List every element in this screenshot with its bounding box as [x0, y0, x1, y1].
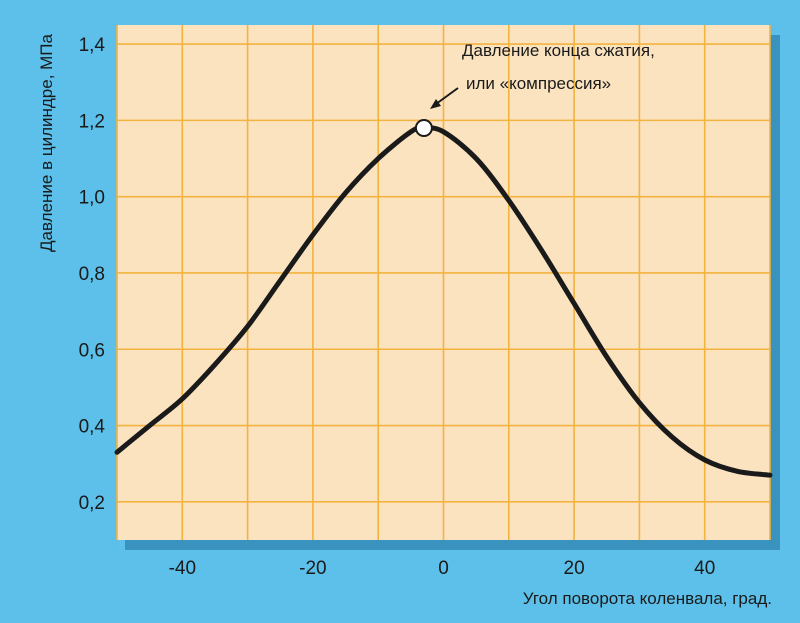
y-tick-label: 1,2: [79, 111, 105, 132]
x-tick-label: 0: [438, 558, 449, 579]
annotation-arrow: [430, 87, 459, 109]
annotation-line-2: или «компрессия»: [466, 74, 611, 93]
y-tick-label: 0,6: [79, 340, 105, 361]
peak-marker: [414, 119, 433, 137]
annotation-line-1: Давление конца сжатия,: [462, 41, 655, 60]
y-tick-label: 1,0: [79, 188, 105, 209]
y-tick-label: 1,4: [79, 35, 106, 56]
x-tick-label: -20: [299, 558, 326, 579]
x-tick-label: 40: [694, 558, 715, 579]
y-tick-label: 0,4: [79, 417, 106, 438]
grid: [116, 25, 771, 540]
x-tick-label: 20: [564, 558, 585, 579]
y-tick-labels: 0,2 0,4 0,6 0,8 1,0 1,2 1,4: [79, 35, 106, 514]
x-axis-label: Угол поворота коленвала, град.: [523, 589, 772, 608]
y-tick-label: 0,8: [79, 264, 105, 285]
x-tick-label: -40: [169, 558, 196, 579]
y-tick-label: 0,2: [79, 493, 105, 514]
y-axis-label: Давление в цилиндре, МПа: [37, 33, 56, 251]
x-tick-labels: -40 -20 0 20 40: [169, 558, 716, 579]
